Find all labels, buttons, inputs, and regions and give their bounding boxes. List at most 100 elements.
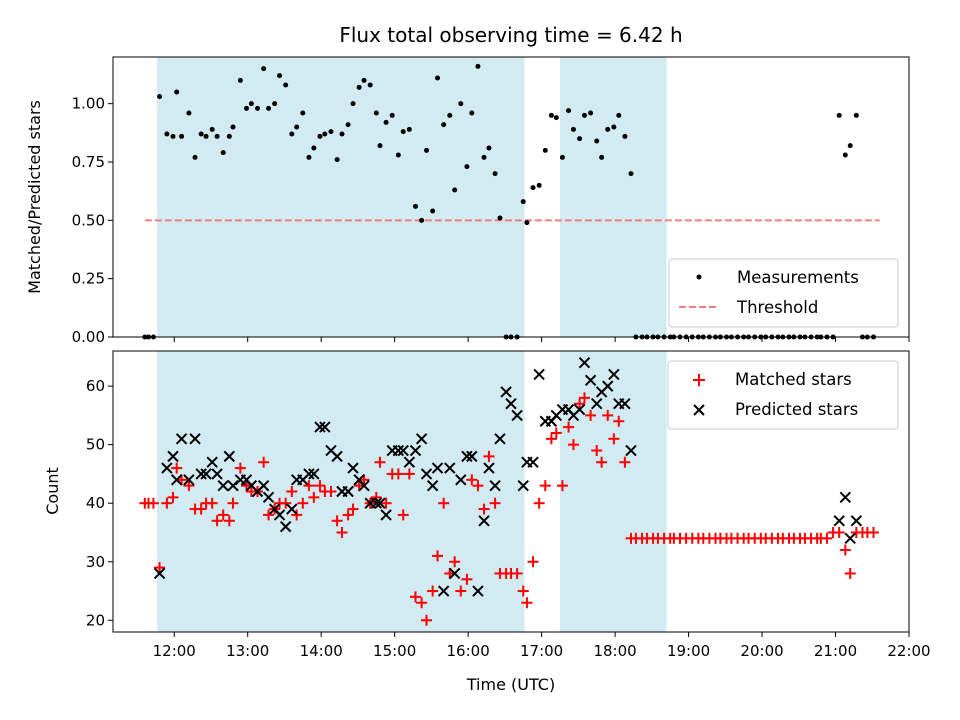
measurement-point xyxy=(441,122,447,128)
measurement-point xyxy=(261,66,267,72)
top-legend-frame xyxy=(668,258,899,328)
measurement-point xyxy=(559,154,565,160)
predicted-star-point xyxy=(273,509,286,521)
matched-star-point xyxy=(545,433,557,445)
matched-star-point xyxy=(336,526,348,538)
predicted-star-point xyxy=(573,403,586,416)
matched-star-point xyxy=(217,509,229,521)
top-legend: Measurements Threshold xyxy=(668,258,899,328)
predicted-star-point xyxy=(170,474,183,486)
legend-label-threshold: Threshold xyxy=(736,298,818,317)
matched-star-point xyxy=(147,497,159,509)
measurement-point xyxy=(542,147,548,153)
predicted-star-point xyxy=(403,456,416,468)
measurement-point xyxy=(853,112,859,118)
measurement-point xyxy=(412,203,418,209)
matched-star-point xyxy=(195,503,207,515)
matched-star-point xyxy=(347,503,359,515)
measurement-point xyxy=(548,112,554,118)
predicted-star-point xyxy=(319,421,331,433)
y-tick-label: 30 xyxy=(86,553,105,571)
y-tick-label: 60 xyxy=(86,377,105,395)
matched-star-point xyxy=(585,409,597,421)
measurement-point xyxy=(553,115,559,121)
y-tick-label: 0.25 xyxy=(72,270,105,288)
predicted-star-point xyxy=(397,444,409,457)
predicted-star-point xyxy=(227,479,239,492)
predicted-star-point xyxy=(347,462,359,474)
predicted-star-point xyxy=(625,444,637,457)
predicted-star-point xyxy=(489,479,501,492)
predicted-star-point xyxy=(461,450,473,463)
predicted-star-point xyxy=(833,515,845,527)
predicted-star-point xyxy=(420,468,433,480)
y-tick-label: 0.75 xyxy=(72,153,105,171)
matched-star-point xyxy=(427,585,439,597)
legend-marker-matched xyxy=(693,374,705,386)
matched-star-point xyxy=(619,456,631,468)
predicted-star-point xyxy=(200,468,212,480)
matched-star-point xyxy=(521,597,533,609)
matched-star-point xyxy=(223,515,235,527)
measurement-point xyxy=(350,101,356,107)
measurement-point xyxy=(616,112,622,118)
x-tick-label: 17:00 xyxy=(520,642,563,660)
measurement-point xyxy=(430,208,436,214)
measurement-point xyxy=(248,101,254,107)
measurement-point xyxy=(419,217,425,223)
measurement-point xyxy=(294,124,300,130)
measurement-point xyxy=(345,122,351,128)
predicted-star-point xyxy=(358,479,370,492)
matched-star-point xyxy=(556,480,568,492)
matched-star-point xyxy=(286,486,298,497)
predicted-star-point xyxy=(472,585,484,597)
matched-star-point xyxy=(342,509,354,521)
predicted-star-point xyxy=(392,444,405,457)
measurement-point xyxy=(170,133,176,139)
predicted-star-point xyxy=(415,433,428,445)
measurement-point xyxy=(458,101,464,107)
measurement-point xyxy=(230,124,236,130)
measurement-point xyxy=(492,171,498,177)
matched-star-point xyxy=(478,503,490,515)
predicted-stars-series xyxy=(153,357,863,597)
matched-star-point xyxy=(608,433,620,445)
top-y-axis-label: Matched/Predicted stars xyxy=(25,100,44,294)
matched-star-point xyxy=(613,415,625,427)
x-tick-label: 13:00 xyxy=(226,642,269,660)
predicted-star-point xyxy=(153,567,166,580)
bottom-y-ticks: 20 30 40 50 60 xyxy=(86,377,113,629)
matched-star-point xyxy=(867,526,879,538)
measurement-point xyxy=(570,126,576,132)
measurement-point xyxy=(214,133,220,139)
legend-marker-predicted xyxy=(693,404,705,416)
shaded-interval xyxy=(157,57,525,337)
matched-star-point xyxy=(308,491,320,503)
measurement-point xyxy=(334,157,340,163)
predicted-star-point xyxy=(217,479,229,492)
predicted-star-point xyxy=(206,456,218,468)
measurement-point xyxy=(272,101,278,107)
measurement-point xyxy=(356,84,362,90)
measurement-point xyxy=(266,105,272,111)
x-tick-label: 18:00 xyxy=(593,642,636,660)
y-tick-label: 20 xyxy=(86,611,105,629)
matched-star-point xyxy=(291,509,303,521)
matched-star-point xyxy=(821,532,833,544)
measurement-point xyxy=(475,63,481,69)
measurement-point xyxy=(577,136,583,142)
matched-star-point xyxy=(591,445,603,457)
matched-star-point xyxy=(483,450,495,462)
x-tick-label: 14:00 xyxy=(300,642,343,660)
y-tick-label: 0.00 xyxy=(72,328,105,346)
chart-title: Flux total observing time = 6.42 h xyxy=(339,23,682,47)
top-panel: 0.00 0.25 0.50 0.75 1.00 Matched/Predicted s… xyxy=(25,56,910,346)
matched-star-point xyxy=(539,480,551,492)
matched-star-point xyxy=(280,497,292,509)
bottom-axes-frame xyxy=(112,350,910,633)
predicted-star-point xyxy=(189,433,201,445)
measurement-point xyxy=(289,131,295,137)
measurement-point xyxy=(373,110,379,116)
measurement-point xyxy=(524,220,530,226)
